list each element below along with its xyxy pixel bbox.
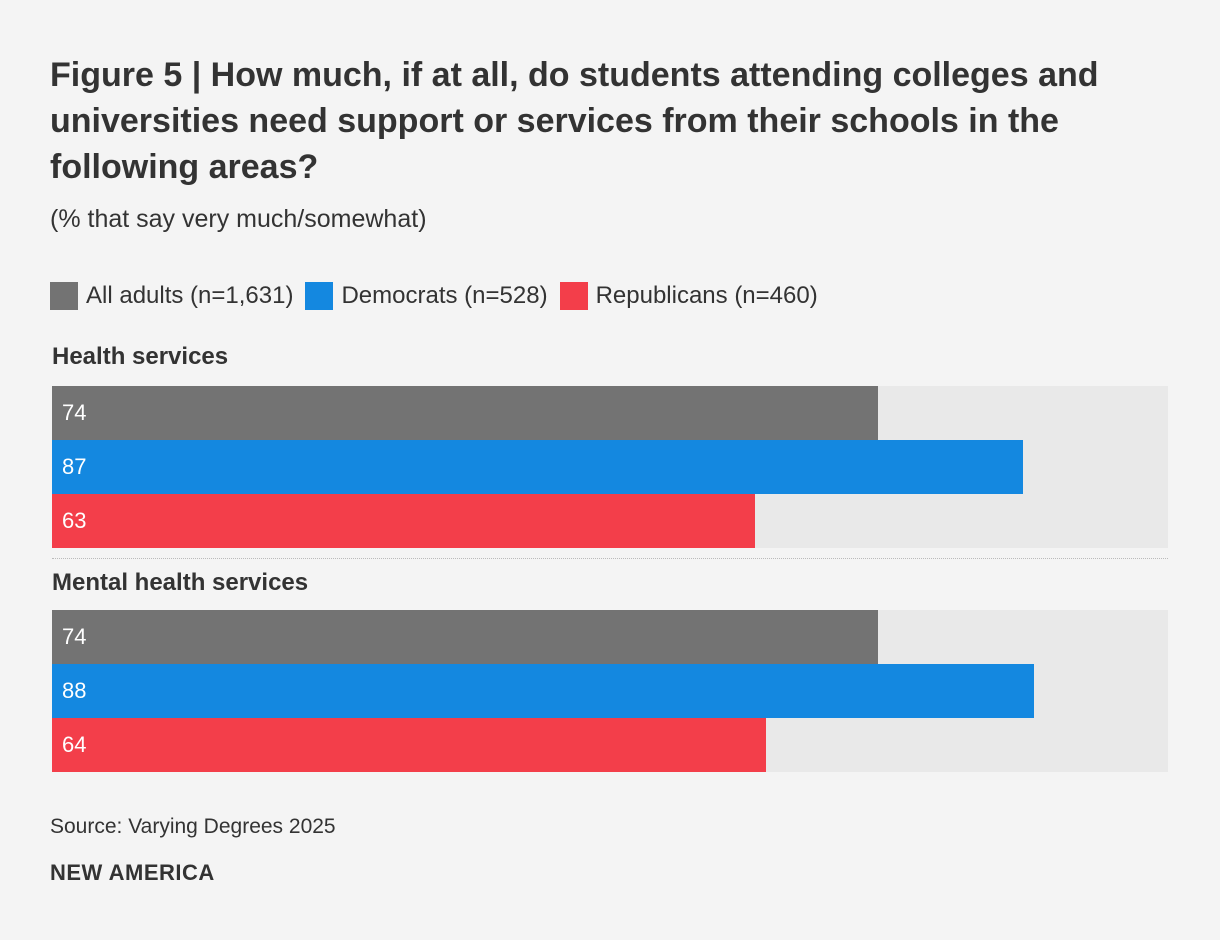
bar-mental-democrats: 88 [52, 664, 1035, 718]
chart-subtitle: (% that say very much/somewhat) [50, 205, 427, 233]
legend: All adults (n=1,631) Democrats (n=528) R… [50, 282, 830, 310]
bar-value-label: 74 [62, 624, 87, 649]
legend-item-all-adults: All adults (n=1,631) [50, 282, 293, 310]
bar-value-label: 63 [62, 508, 87, 533]
bar-value-label: 88 [62, 678, 87, 703]
bar-mental-all-adults: 74 [52, 610, 878, 664]
bar-health-all-adults: 74 [52, 386, 878, 440]
group-divider [52, 558, 1168, 559]
brand-logo-text: NEW AMERICA [50, 860, 215, 885]
legend-swatch-democrats [305, 282, 334, 310]
legend-label-all-adults: All adults (n=1,631) [86, 282, 294, 309]
legend-label-democrats: Democrats (n=528) [341, 282, 548, 309]
bar-mental-republicans: 64 [52, 718, 767, 772]
bar-value-label: 87 [62, 454, 87, 479]
group-title-mental-health-services: Mental health services [52, 569, 309, 596]
bar-value-label: 64 [62, 732, 87, 757]
legend-swatch-all-adults [50, 282, 78, 310]
legend-item-republicans: Republicans (n=460) [559, 282, 818, 310]
legend-label-republicans: Republicans (n=460) [595, 282, 818, 309]
source-note: Source: Varying Degrees 2025 [50, 815, 336, 838]
bar-track-mental-health-services: 74 88 64 [52, 610, 1168, 772]
group-title-health-services: Health services [52, 343, 229, 370]
bar-value-label: 74 [62, 400, 87, 425]
legend-swatch-republicans [559, 282, 588, 310]
chart-title: Figure 5 | How much, if at all, do stude… [50, 56, 1099, 186]
bar-health-democrats: 87 [52, 440, 1023, 494]
bar-track-health-services: 74 87 63 [52, 386, 1168, 548]
legend-item-democrats: Democrats (n=528) [305, 282, 548, 310]
bar-health-republicans: 63 [52, 494, 756, 548]
